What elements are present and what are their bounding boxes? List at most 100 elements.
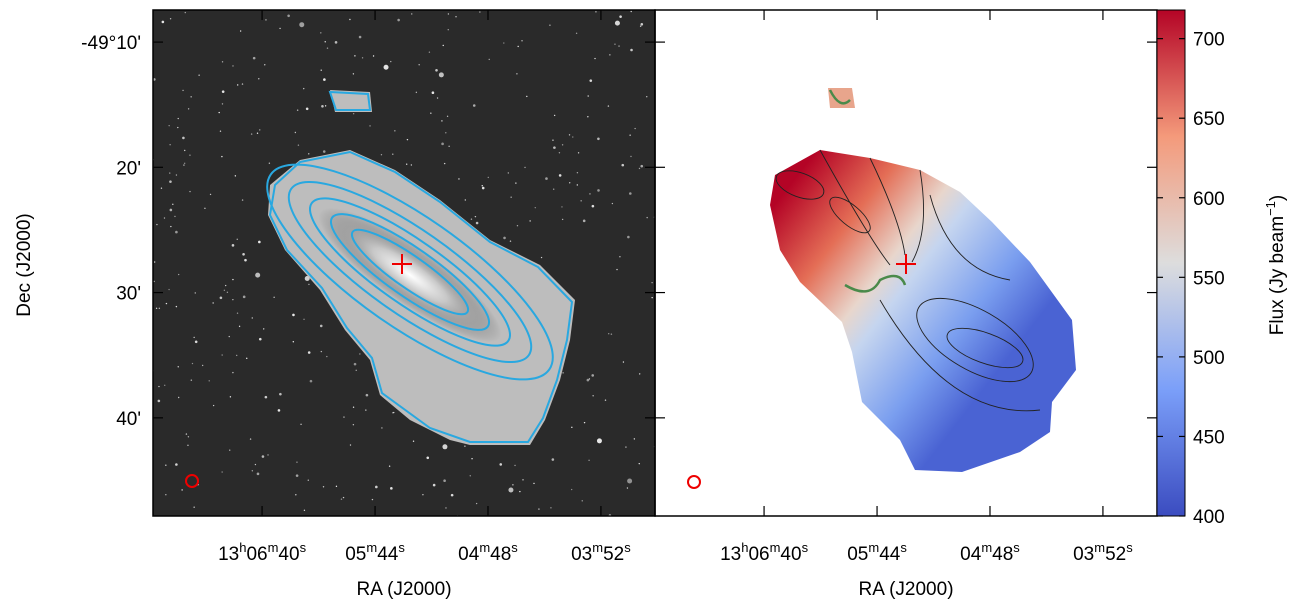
star xyxy=(267,454,268,455)
star xyxy=(232,279,233,280)
star xyxy=(169,144,170,145)
star xyxy=(475,216,476,217)
star xyxy=(172,204,173,205)
star xyxy=(615,21,620,26)
star xyxy=(614,44,615,45)
star xyxy=(222,90,225,93)
star xyxy=(343,416,344,417)
star xyxy=(300,424,301,425)
x-tick-label: 13h06m40s xyxy=(218,540,307,565)
star xyxy=(533,483,534,484)
star xyxy=(257,133,258,134)
star xyxy=(242,83,243,84)
star xyxy=(569,182,570,183)
star xyxy=(164,385,165,386)
star xyxy=(562,219,563,220)
y-tick-label: 40' xyxy=(116,409,141,430)
star xyxy=(237,313,238,314)
star xyxy=(295,132,296,133)
star xyxy=(392,153,393,154)
star xyxy=(175,463,178,466)
x-tick-label: 04m48s xyxy=(960,540,1020,565)
star xyxy=(230,396,231,397)
star xyxy=(218,112,219,113)
star xyxy=(251,133,252,134)
star xyxy=(296,461,297,462)
star xyxy=(287,14,290,17)
star xyxy=(259,338,262,341)
star xyxy=(482,187,485,190)
x-tick-label: 03m52s xyxy=(1073,540,1133,565)
star xyxy=(612,203,613,204)
star xyxy=(321,105,324,108)
star xyxy=(439,72,444,77)
star xyxy=(432,91,435,94)
star xyxy=(619,256,620,257)
star xyxy=(625,446,626,447)
star xyxy=(354,363,357,366)
x-tick-label: 03m52s xyxy=(571,540,631,565)
star xyxy=(584,422,585,423)
star xyxy=(608,333,609,334)
star xyxy=(550,507,551,508)
star xyxy=(373,55,374,56)
star xyxy=(213,405,214,406)
star xyxy=(521,40,522,41)
star xyxy=(295,494,296,495)
star xyxy=(587,116,588,117)
star xyxy=(553,189,554,190)
star xyxy=(308,284,309,285)
star xyxy=(178,366,179,367)
star xyxy=(545,177,548,180)
star xyxy=(411,164,412,165)
star xyxy=(257,473,260,476)
star xyxy=(273,297,274,298)
star xyxy=(514,465,515,466)
colorbar-tick-label: 550 xyxy=(1193,268,1225,289)
star xyxy=(229,336,230,337)
star xyxy=(583,220,586,223)
star xyxy=(465,199,466,200)
star xyxy=(258,241,261,244)
star xyxy=(646,96,647,97)
star xyxy=(159,308,160,309)
star xyxy=(538,508,539,509)
star xyxy=(225,285,226,286)
star xyxy=(592,395,593,396)
star xyxy=(627,487,628,488)
star xyxy=(512,484,513,485)
star xyxy=(430,112,431,113)
star xyxy=(185,12,186,13)
star xyxy=(594,58,595,59)
star xyxy=(448,29,449,30)
star xyxy=(422,494,423,495)
star xyxy=(435,69,438,72)
star xyxy=(592,205,595,208)
star xyxy=(353,73,354,74)
star xyxy=(571,489,572,490)
star xyxy=(587,95,588,96)
star xyxy=(229,449,230,450)
star xyxy=(308,351,311,354)
star xyxy=(651,282,652,283)
star xyxy=(418,64,419,65)
star xyxy=(232,244,235,247)
star xyxy=(243,296,246,299)
star xyxy=(381,427,382,428)
star xyxy=(445,507,446,508)
star xyxy=(165,494,166,495)
star xyxy=(306,108,309,111)
star xyxy=(356,370,357,371)
star xyxy=(176,306,177,307)
x-tick-label: 04m48s xyxy=(458,540,518,565)
star xyxy=(448,146,449,147)
star xyxy=(517,225,518,226)
star xyxy=(178,118,179,119)
star xyxy=(170,226,171,227)
star xyxy=(381,154,382,155)
star xyxy=(627,236,630,239)
star xyxy=(353,407,354,408)
star xyxy=(597,189,600,192)
star xyxy=(176,174,177,175)
star xyxy=(325,41,326,42)
